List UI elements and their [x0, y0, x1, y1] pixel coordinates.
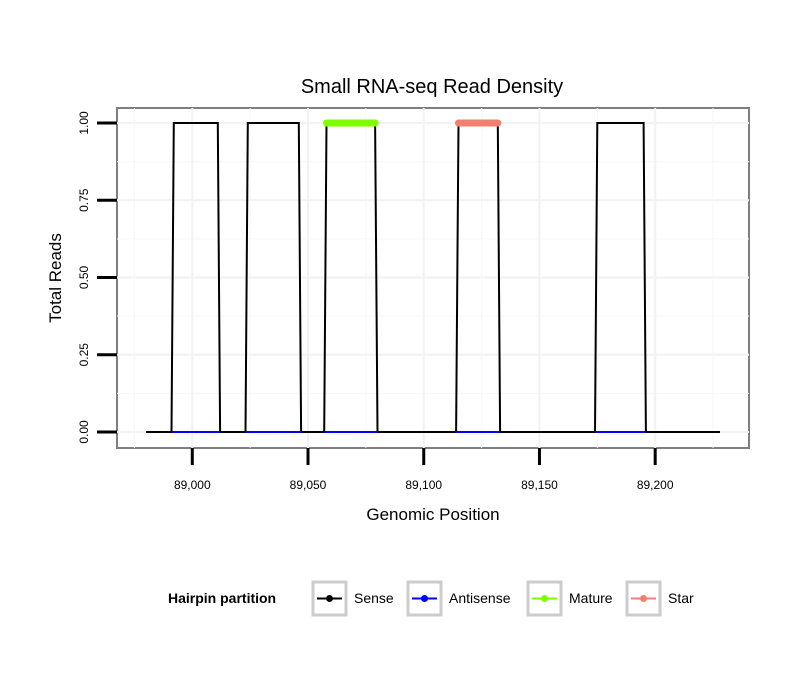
legend-label: Sense: [354, 590, 394, 606]
y-axis: 0.00 0.25 0.50 0.75 1.00: [77, 111, 117, 444]
series-layer: [146, 119, 720, 433]
legend-key-dot: [326, 595, 333, 602]
x-axis: 89,000 89,050 89,100 89,150 89,200: [174, 448, 674, 492]
legend-item-antisense: Antisense: [406, 580, 511, 617]
y-tick-label: 1.00: [77, 111, 91, 135]
legend-label: Star: [668, 590, 694, 606]
x-tick-label: 89,150: [521, 478, 558, 492]
legend-key-dot: [421, 595, 428, 602]
x-tick-label: 89,200: [637, 478, 674, 492]
legend-key-dot: [640, 595, 647, 602]
x-axis-title: Genomic Position: [366, 505, 499, 524]
y-tick-label: 0.50: [77, 265, 91, 289]
x-tick-label: 89,000: [174, 478, 211, 492]
legend-label: Mature: [569, 590, 613, 606]
legend-label: Antisense: [449, 590, 511, 606]
x-tick-label: 89,050: [290, 478, 327, 492]
legend: Hairpin partition Sense Antisense Mature St…: [168, 580, 694, 617]
y-tick-label: 0.25: [77, 343, 91, 367]
legend-item-mature: Mature: [526, 580, 613, 617]
y-axis-title: Total Reads: [46, 233, 65, 323]
legend-title: Hairpin partition: [168, 590, 276, 606]
legend-item-sense: Sense: [311, 580, 394, 617]
y-tick-label: 0.75: [77, 188, 91, 212]
chart-title: Small RNA-seq Read Density: [301, 76, 563, 98]
x-tick-label: 89,100: [405, 478, 442, 492]
y-tick-label: 0.00: [77, 420, 91, 444]
legend-item-star: Star: [625, 580, 694, 617]
legend-key-dot: [541, 595, 548, 602]
